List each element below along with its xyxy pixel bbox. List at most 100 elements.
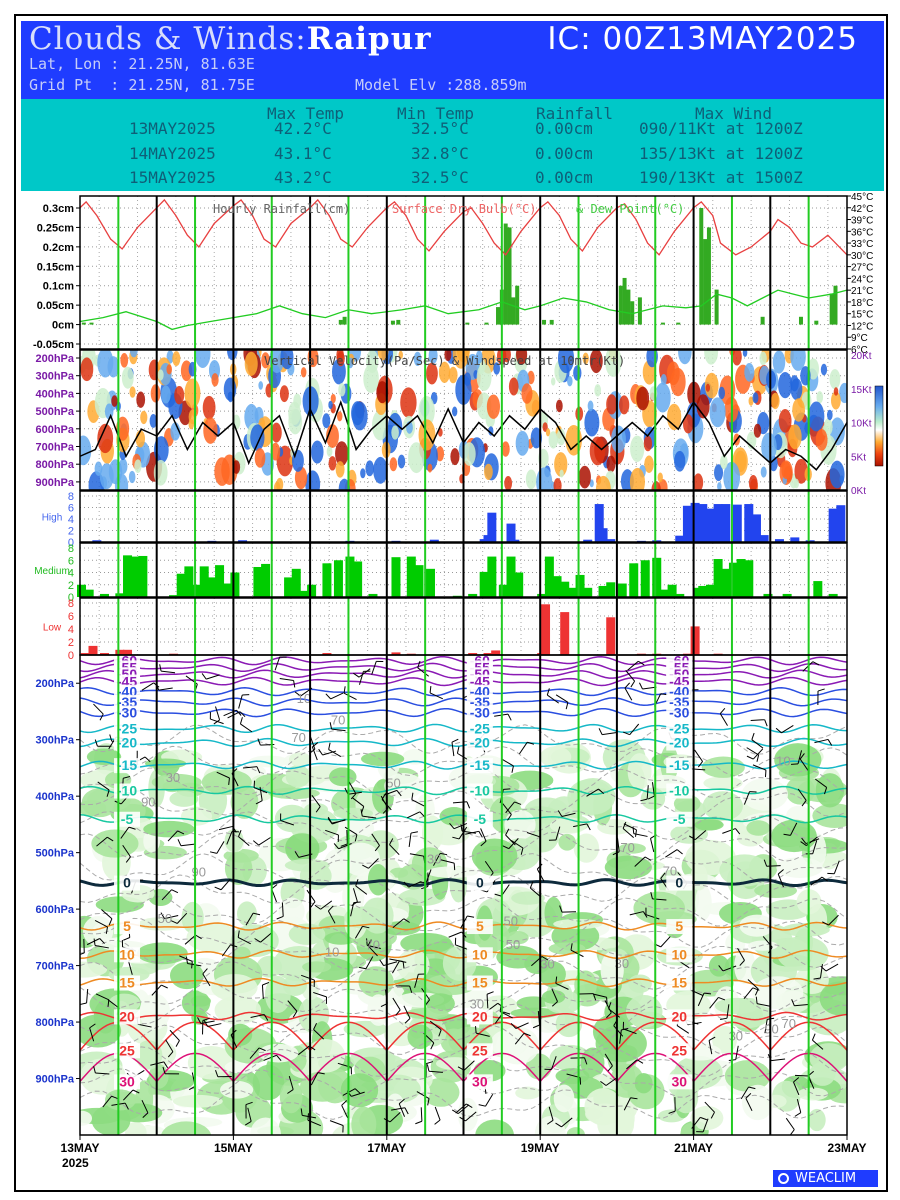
- isotherm-label-bg: [114, 1074, 141, 1090]
- isotherm-label: -25: [117, 720, 137, 736]
- logo-text: WEACLIM: [795, 1171, 857, 1186]
- high-cloud-bar: [583, 539, 593, 542]
- wind-barb-flag: [739, 960, 745, 966]
- humidity-blob: [340, 1073, 379, 1108]
- wind-barb-flag: [546, 688, 550, 696]
- high-cloud-bar: [238, 540, 248, 542]
- wind-barb: [164, 915, 179, 920]
- wind-barb: [313, 1029, 325, 1040]
- low-cloud-bar: [88, 645, 98, 655]
- isotherm-label: 10: [671, 946, 687, 962]
- row-wind: 190/13Kt at 1500Z: [639, 168, 803, 187]
- humidity-blob: [680, 1123, 701, 1135]
- humidity-blob: [628, 974, 652, 993]
- wind-barb-flag: [142, 1112, 149, 1118]
- high-cloud-bar: [805, 540, 815, 542]
- wind-barb: [96, 836, 108, 847]
- wind-barb-flag: [532, 1024, 540, 1029]
- high-cloud-bar: [606, 539, 616, 542]
- humidity-blob: [597, 1106, 635, 1135]
- humidity-blob: [548, 942, 586, 955]
- high-cloud-bar: [682, 505, 692, 542]
- wind-barb: [274, 656, 281, 671]
- vv-blob: [438, 361, 451, 383]
- wind-barb: [86, 938, 100, 946]
- wind-barb-flag: [650, 892, 653, 900]
- wind-barb-flag: [191, 961, 193, 969]
- wind-barb: [403, 1005, 411, 1019]
- wind-barb: [771, 1058, 786, 1062]
- location-name: Raipur: [306, 21, 432, 57]
- wind-barb-flag: [752, 987, 760, 991]
- high-cloud-bar: [429, 539, 439, 542]
- vv-blob: [174, 385, 185, 405]
- wind-barb-flag: [175, 1040, 180, 1047]
- wind-barb-flag: [511, 765, 514, 773]
- humidity-blob: [511, 891, 545, 905]
- humidity-contour: [80, 874, 847, 906]
- medium-cloud-bar: [291, 568, 301, 597]
- humidity-blob: [771, 819, 817, 853]
- y-tick-label: 0.2cm: [43, 242, 74, 254]
- wind-barb-flag: [827, 739, 833, 746]
- wind-barb-flag: [257, 738, 261, 746]
- vv-blob: [606, 394, 618, 415]
- wind-barb-flag: [123, 776, 131, 779]
- isotherm-label: -15: [470, 757, 490, 773]
- wind-barb-flag: [791, 999, 795, 1006]
- vv-blob: [674, 450, 686, 472]
- wind-barb-flag: [111, 1095, 119, 1100]
- vv-blob: [493, 362, 501, 375]
- wind-barb-flag: [718, 996, 726, 1001]
- rain-bar: [637, 297, 642, 325]
- wind-barb-flag: [367, 939, 372, 946]
- rain-bar: [396, 319, 401, 325]
- wind-barb: [751, 739, 764, 749]
- vv-blob: [116, 416, 130, 441]
- vv-blob: [305, 470, 321, 490]
- wind-barb-flag: [355, 879, 359, 887]
- humidity-blob: [172, 1094, 223, 1108]
- wind-barb-flag: [449, 823, 455, 830]
- wind-barb: [722, 828, 736, 834]
- wind-barb-flag: [314, 904, 321, 910]
- wind-barb: [258, 837, 271, 846]
- wind-barb: [812, 1039, 824, 1050]
- y-tick-label: 900hPa: [35, 1074, 74, 1086]
- humidity-blob: [351, 1106, 377, 1135]
- y-tick-label: 6: [68, 611, 74, 623]
- wind-barb-flag: [294, 851, 300, 858]
- wind-barb-flag: [197, 1017, 202, 1024]
- wind-barb-flag: [161, 984, 168, 989]
- wind-barb-flag: [745, 1093, 752, 1099]
- vv-blob: [363, 364, 379, 393]
- wind-barb: [280, 820, 295, 826]
- wind-barb: [634, 856, 646, 867]
- wind-barb: [398, 1103, 406, 1117]
- rain-bar: [515, 285, 520, 325]
- humidity-blob: [285, 765, 311, 788]
- panel-frame-rain: [79, 195, 848, 350]
- y-tick-label: 500hPa: [35, 848, 74, 860]
- dewpoint-line: [79, 289, 848, 331]
- wind-barb: [392, 960, 400, 974]
- vv-blob: [589, 436, 606, 466]
- row-min: 32.8°C: [411, 144, 469, 163]
- isotherm-label: -5: [474, 811, 487, 827]
- wind-barb-flag: [559, 905, 563, 913]
- y-tick-label: 900hPa: [35, 477, 74, 489]
- wind-barb: [202, 973, 211, 987]
- medium-cloud-bar: [368, 593, 378, 597]
- wind-barb-flag: [80, 952, 85, 956]
- vv-blob: [389, 457, 398, 472]
- humidity-label: 70: [781, 1016, 795, 1031]
- vv-blob: [772, 350, 786, 374]
- vv-blob: [611, 425, 626, 454]
- wind-barb: [362, 815, 377, 819]
- wind-barb-flag: [801, 837, 807, 844]
- wind-barb: [368, 858, 379, 869]
- isotherm-label: 30: [472, 1073, 488, 1089]
- vv-blob: [377, 350, 389, 361]
- medium-cloud-bar: [222, 583, 232, 597]
- wind-barb: [463, 1060, 475, 1071]
